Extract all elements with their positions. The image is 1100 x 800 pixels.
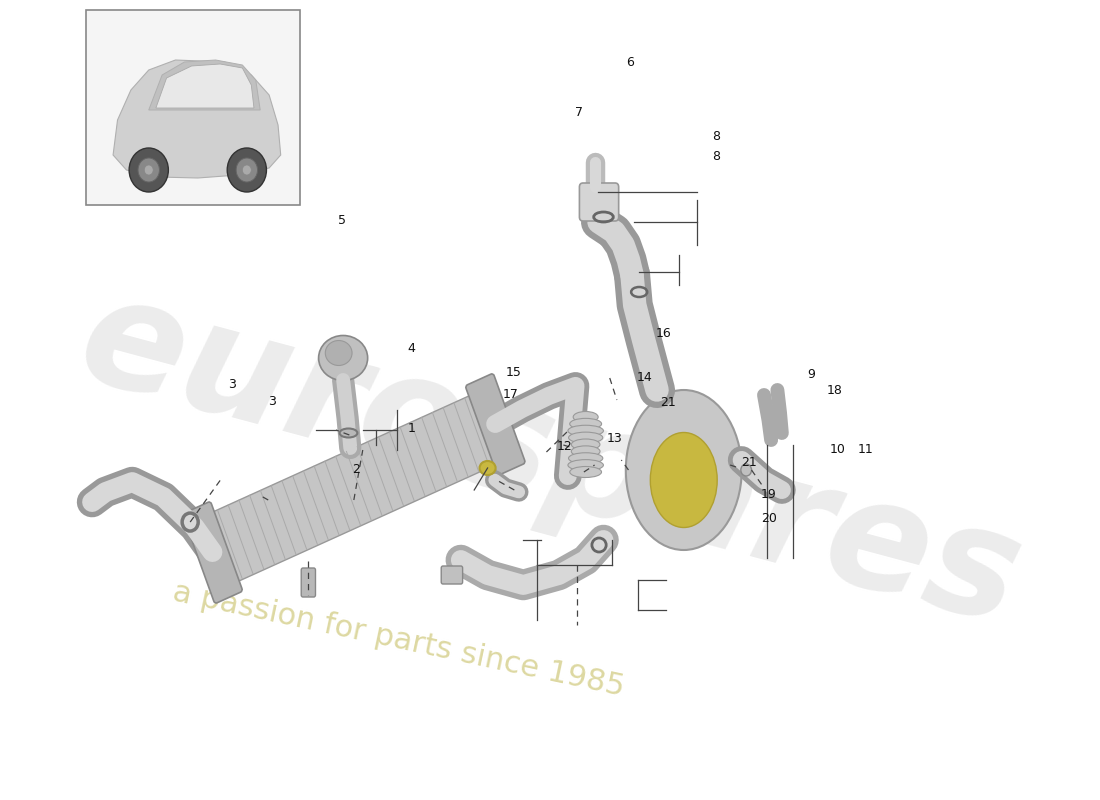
Circle shape [228,148,266,192]
Text: 12: 12 [557,440,573,453]
Text: 3: 3 [268,395,276,408]
Text: 2: 2 [352,463,360,476]
Bar [86,10,300,205]
Text: 11: 11 [858,443,873,456]
Text: 21: 21 [660,396,675,409]
Text: 8: 8 [712,150,719,162]
Ellipse shape [571,446,600,457]
FancyBboxPatch shape [301,568,316,597]
Text: 13: 13 [607,432,623,445]
FancyBboxPatch shape [465,374,525,475]
Text: eurospares: eurospares [64,263,1036,657]
Circle shape [144,165,153,175]
Text: 10: 10 [829,443,845,456]
Circle shape [740,464,751,476]
Ellipse shape [568,426,604,436]
FancyBboxPatch shape [209,394,498,583]
Circle shape [242,165,251,175]
Text: 8: 8 [712,130,719,142]
Text: 16: 16 [656,327,672,340]
Ellipse shape [571,439,600,450]
Text: 3: 3 [229,378,236,391]
Polygon shape [156,64,254,108]
Text: 4: 4 [408,342,416,354]
Ellipse shape [626,390,741,550]
Ellipse shape [570,466,602,478]
Text: 6: 6 [627,56,635,69]
Text: 7: 7 [575,106,583,118]
FancyBboxPatch shape [441,566,463,584]
Ellipse shape [480,461,496,475]
Ellipse shape [650,433,717,527]
Polygon shape [148,60,261,110]
Circle shape [236,158,257,182]
Text: 9: 9 [807,368,815,381]
FancyBboxPatch shape [580,183,618,221]
Text: 1: 1 [408,422,416,434]
Text: 14: 14 [636,371,652,384]
Text: 18: 18 [826,384,843,397]
Ellipse shape [573,411,598,422]
Text: 17: 17 [503,388,518,401]
Ellipse shape [568,460,604,470]
FancyBboxPatch shape [183,502,242,603]
Text: 15: 15 [506,366,521,378]
Circle shape [138,158,160,182]
Text: a passion for parts since 1985: a passion for parts since 1985 [169,578,627,702]
Text: 20: 20 [761,512,777,525]
Ellipse shape [340,429,358,438]
Ellipse shape [326,341,352,366]
Ellipse shape [570,418,602,430]
Text: 21: 21 [741,456,757,469]
Polygon shape [113,60,280,178]
Ellipse shape [319,335,367,381]
Text: 19: 19 [761,488,777,501]
Ellipse shape [569,453,603,464]
Circle shape [129,148,168,192]
Ellipse shape [569,432,603,443]
Text: 5: 5 [338,214,346,226]
